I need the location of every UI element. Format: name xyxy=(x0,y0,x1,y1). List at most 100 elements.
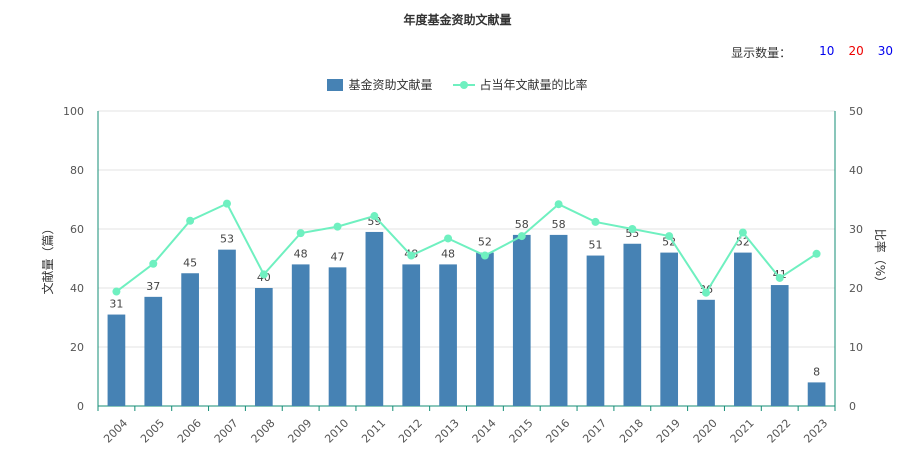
bar-data-label: 59 xyxy=(367,215,381,228)
ratio-point xyxy=(222,199,231,208)
bar xyxy=(107,314,126,406)
bar-data-label: 52 xyxy=(478,236,492,249)
y-right-tick-label: 30 xyxy=(849,223,863,236)
ratio-point xyxy=(554,200,563,209)
x-tick-label: 2015 xyxy=(507,417,536,446)
ratio-point xyxy=(296,229,305,238)
bar xyxy=(218,249,236,406)
x-tick-label: 2005 xyxy=(138,417,167,446)
x-tick-label: 2013 xyxy=(433,417,462,446)
display-count-label: 显示数量： xyxy=(731,46,792,60)
ratio-point xyxy=(628,225,637,233)
x-tick-label: 2023 xyxy=(801,417,830,446)
y-left-tick-label: 20 xyxy=(70,341,84,354)
y-left-axis-title: 文献量（篇） xyxy=(40,222,55,294)
x-tick-label: 2016 xyxy=(543,417,572,446)
y-right-tick-label: 20 xyxy=(849,282,863,295)
ratio-point xyxy=(149,259,158,268)
bar-data-label: 37 xyxy=(146,280,160,293)
y-right-axis-title: 比率（%） xyxy=(873,229,888,288)
x-tick-label: 2010 xyxy=(322,417,351,446)
bar-data-label: 8 xyxy=(813,365,820,378)
legend-bar-swatch xyxy=(327,78,344,91)
bar-data-label: 31 xyxy=(109,298,123,311)
ratio-point xyxy=(665,232,674,241)
ratio-point xyxy=(517,232,526,241)
ratio-line xyxy=(115,202,818,295)
bar-data-label: 48 xyxy=(441,247,455,260)
bar-data-label: 53 xyxy=(220,233,234,246)
ratio-point xyxy=(186,216,195,225)
bar-data-label: 45 xyxy=(183,256,197,269)
x-tick-label: 2007 xyxy=(212,417,241,446)
x-tick-label: 2022 xyxy=(765,417,794,446)
x-tick-label: 2019 xyxy=(654,417,683,446)
bar xyxy=(402,264,421,406)
bar xyxy=(439,264,457,406)
bar-data-label: 52 xyxy=(662,236,676,249)
x-tick-label: 2004 xyxy=(101,417,130,446)
display-count-selector: 显示数量： 10 20 30 xyxy=(731,44,893,61)
display-count-option-20[interactable]: 20 xyxy=(848,44,864,58)
ratio-point xyxy=(480,251,489,260)
bar xyxy=(365,231,384,406)
bar-data-label: 47 xyxy=(331,250,345,263)
ratio-point xyxy=(702,288,711,297)
bar xyxy=(181,273,199,406)
display-count-option-10[interactable]: 10 xyxy=(819,44,835,58)
bar xyxy=(660,252,679,406)
ratio-point xyxy=(333,222,342,231)
y-left-tick-label: 0 xyxy=(77,400,84,413)
chart-legend: 基金资助文献量 占当年文献量的比率 xyxy=(0,76,915,93)
bar-data-label: 58 xyxy=(515,218,529,231)
bar xyxy=(586,255,605,406)
x-tick-label: 2008 xyxy=(249,417,278,446)
x-tick-label: 2017 xyxy=(580,417,609,446)
ratio-point xyxy=(259,270,268,279)
x-tick-label: 2011 xyxy=(359,417,388,446)
y-left-tick-label: 40 xyxy=(70,282,84,295)
ratio-point xyxy=(738,228,747,237)
legend-item-bar-series[interactable]: 基金资助文献量 xyxy=(327,76,433,93)
y-right-tick-label: 0 xyxy=(849,400,856,413)
legend-line-swatch xyxy=(452,79,475,91)
ratio-point xyxy=(591,217,600,226)
legend-item-line-series[interactable]: 占当年文献量的比率 xyxy=(452,76,588,93)
bar xyxy=(512,234,531,406)
x-tick-label: 2020 xyxy=(691,417,720,446)
y-right-tick-label: 50 xyxy=(849,105,863,118)
bar xyxy=(254,288,273,406)
ratio-point xyxy=(444,234,453,243)
ratio-point xyxy=(775,273,784,282)
chart-title: 年度基金资助文献量 xyxy=(403,13,512,27)
bar xyxy=(734,252,752,406)
bar xyxy=(697,299,715,406)
bar-data-label: 48 xyxy=(294,247,308,260)
x-tick-label: 2009 xyxy=(285,417,314,446)
ratio-point xyxy=(112,287,121,296)
bar xyxy=(807,382,826,406)
x-tick-label: 2018 xyxy=(617,417,646,446)
bar xyxy=(144,296,163,406)
ratio-point xyxy=(370,212,379,221)
ratio-point xyxy=(812,249,821,258)
ratio-point xyxy=(407,251,416,260)
y-left-tick-label: 60 xyxy=(70,223,84,236)
x-tick-label: 2021 xyxy=(728,417,757,446)
bar xyxy=(623,243,642,406)
y-right-tick-label: 40 xyxy=(849,164,863,177)
display-count-option-30[interactable]: 30 xyxy=(877,44,893,58)
y-right-tick-label: 10 xyxy=(849,341,863,354)
x-tick-label: 2012 xyxy=(396,417,425,446)
legend-line-label: 占当年文献量的比率 xyxy=(479,78,588,92)
x-tick-label: 2006 xyxy=(175,417,204,446)
bar-data-label: 51 xyxy=(588,239,602,252)
bar xyxy=(291,264,310,406)
y-left-tick-label: 80 xyxy=(70,164,84,177)
bar xyxy=(328,267,347,406)
bar-data-label: 58 xyxy=(552,218,566,231)
legend-bar-label: 基金资助文献量 xyxy=(348,78,433,92)
bar xyxy=(549,234,568,406)
bar xyxy=(770,285,789,406)
